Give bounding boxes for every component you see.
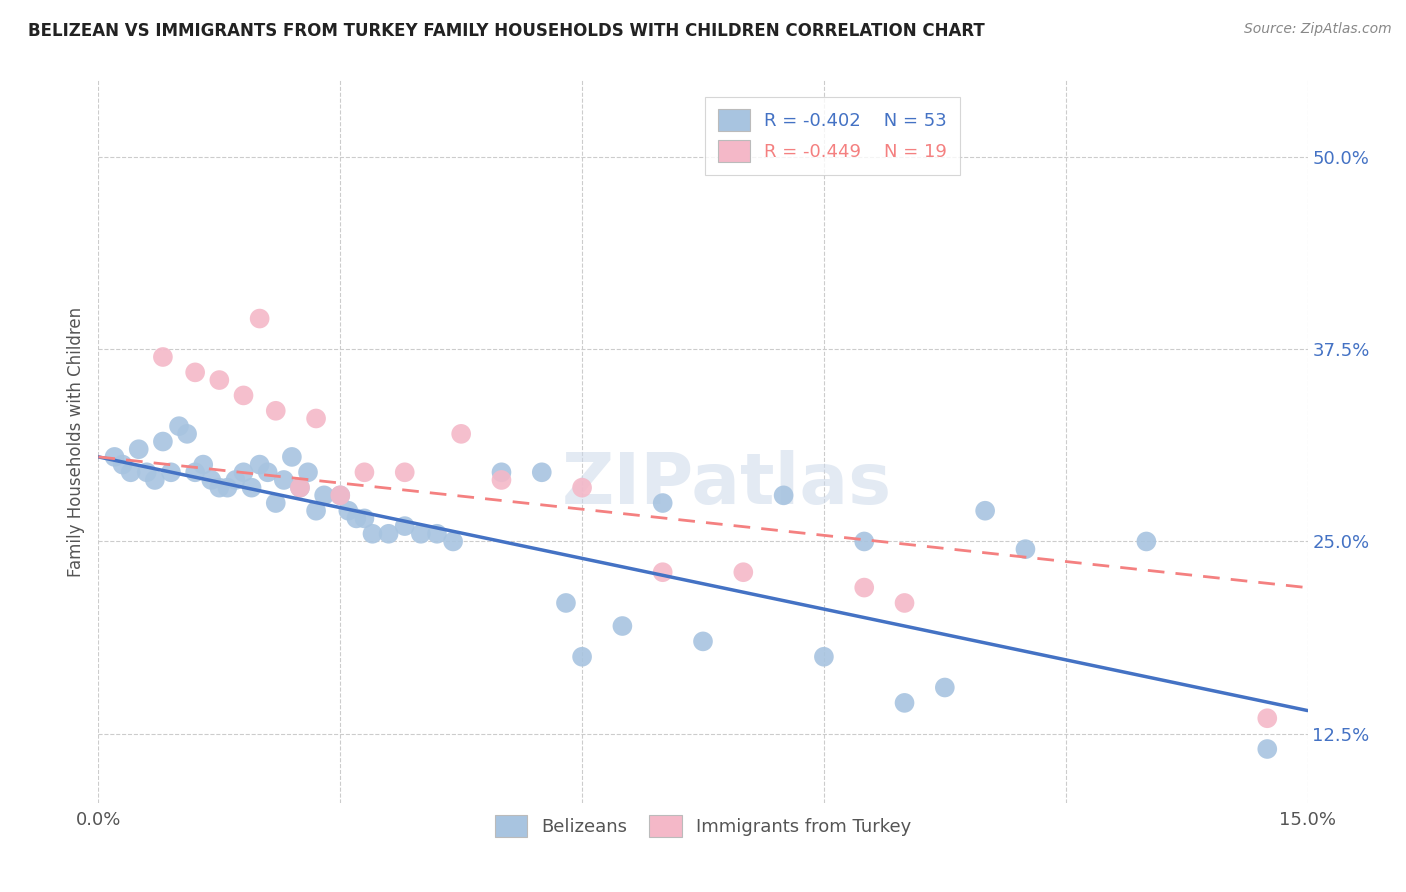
Point <box>772 488 794 502</box>
Point <box>893 596 915 610</box>
Point <box>152 434 174 449</box>
Point <box>193 458 215 472</box>
Point <box>394 519 416 533</box>
Point <box>353 465 375 479</box>
Point <box>256 465 278 479</box>
Text: Source: ZipAtlas.com: Source: ZipAtlas.com <box>1244 22 1392 37</box>
Point <box>120 465 142 479</box>
Point <box>651 565 673 579</box>
Point <box>249 311 271 326</box>
Point <box>571 649 593 664</box>
Point <box>893 696 915 710</box>
Point <box>1256 711 1278 725</box>
Point <box>152 350 174 364</box>
Point <box>176 426 198 441</box>
Point <box>1256 742 1278 756</box>
Point <box>450 426 472 441</box>
Point <box>135 465 157 479</box>
Point <box>314 488 336 502</box>
Point <box>337 504 360 518</box>
Legend: Belizeans, Immigrants from Turkey: Belizeans, Immigrants from Turkey <box>488 808 918 845</box>
Point <box>232 388 254 402</box>
Point <box>305 411 328 425</box>
Point <box>441 534 464 549</box>
Point <box>208 481 231 495</box>
Point <box>264 496 287 510</box>
Point <box>288 481 311 495</box>
Point <box>184 465 207 479</box>
Point <box>853 534 876 549</box>
Text: ZIPatlas: ZIPatlas <box>562 450 893 519</box>
Point <box>974 504 997 518</box>
Point <box>409 526 432 541</box>
Point <box>273 473 295 487</box>
Point <box>651 496 673 510</box>
Point <box>143 473 166 487</box>
Point <box>1135 534 1157 549</box>
Point <box>571 481 593 495</box>
Point <box>249 458 271 472</box>
Point <box>167 419 190 434</box>
Point <box>281 450 304 464</box>
Point <box>530 465 553 479</box>
Point <box>160 465 183 479</box>
Text: BELIZEAN VS IMMIGRANTS FROM TURKEY FAMILY HOUSEHOLDS WITH CHILDREN CORRELATION C: BELIZEAN VS IMMIGRANTS FROM TURKEY FAMIL… <box>28 22 984 40</box>
Point <box>264 404 287 418</box>
Point <box>128 442 150 457</box>
Point <box>305 504 328 518</box>
Point <box>491 473 513 487</box>
Point <box>692 634 714 648</box>
Point <box>344 511 367 525</box>
Point <box>103 450 125 464</box>
Point <box>353 511 375 525</box>
Point <box>934 681 956 695</box>
Point <box>491 465 513 479</box>
Point <box>361 526 384 541</box>
Y-axis label: Family Households with Children: Family Households with Children <box>66 307 84 576</box>
Point <box>224 473 246 487</box>
Point <box>111 458 134 472</box>
Point <box>297 465 319 479</box>
Point <box>426 526 449 541</box>
Point <box>184 365 207 379</box>
Point <box>813 649 835 664</box>
Point <box>208 373 231 387</box>
Point <box>240 481 263 495</box>
Point <box>288 481 311 495</box>
Point <box>853 581 876 595</box>
Point <box>232 465 254 479</box>
Point <box>733 565 755 579</box>
Point <box>394 465 416 479</box>
Point <box>217 481 239 495</box>
Point <box>377 526 399 541</box>
Point <box>1014 542 1036 557</box>
Point <box>329 488 352 502</box>
Point <box>612 619 634 633</box>
Point <box>329 488 352 502</box>
Point <box>555 596 578 610</box>
Point <box>200 473 222 487</box>
